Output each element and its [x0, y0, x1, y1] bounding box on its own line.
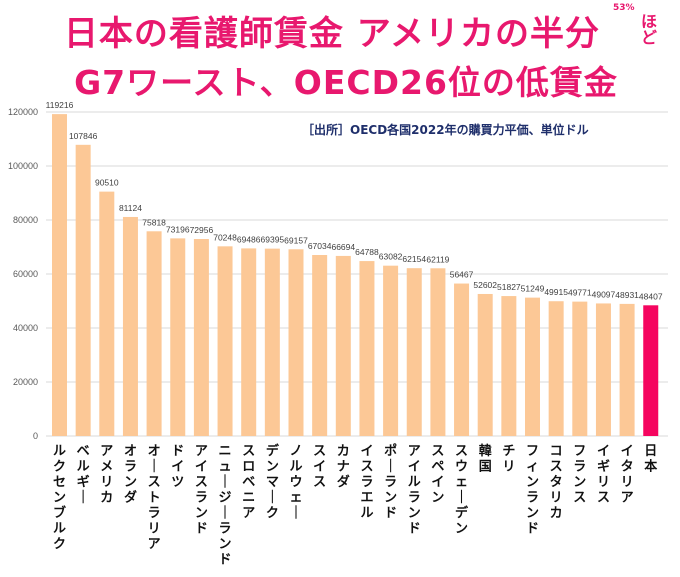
- value-label: 62119: [426, 254, 449, 264]
- value-label: 107846: [69, 131, 98, 141]
- x-category-label: ニュ｜ジ｜ランド: [219, 444, 232, 568]
- x-category-label: フランス: [573, 444, 586, 506]
- bar-4: [122, 216, 138, 436]
- bar-26: [643, 305, 659, 436]
- x-category-label: コスタリカ: [550, 444, 563, 521]
- y-tick-label: 80000: [13, 215, 38, 225]
- bar-18: [454, 283, 470, 436]
- bar-11: [288, 249, 304, 436]
- y-axis: 0 20000 40000 60000 80000 100000 120000: [8, 107, 38, 441]
- y-tick-label: 40000: [13, 323, 38, 333]
- x-category-label: スウェ｜デン: [455, 444, 469, 537]
- bar-3: [99, 191, 115, 436]
- value-label: 48931: [615, 290, 639, 300]
- value-label: 69395: [261, 235, 285, 245]
- bar-14: [359, 261, 375, 436]
- value-label: 69486: [237, 234, 261, 244]
- bar-23: [572, 301, 588, 436]
- bar-16: [406, 268, 422, 436]
- x-category-label: オランダ: [124, 444, 137, 506]
- value-label: 70248: [213, 232, 237, 242]
- bar-7: [193, 239, 209, 436]
- x-category-label: ポ｜ランド: [384, 443, 397, 521]
- x-category-label: ノルウェ｜: [289, 444, 302, 521]
- y-tick-label: 100000: [8, 161, 38, 171]
- x-category-label: アイルランド: [408, 444, 421, 537]
- x-category-label: 日本: [644, 444, 657, 475]
- x-category-label: チリ: [502, 444, 515, 475]
- x-category-label: ベルギ｜: [77, 444, 90, 506]
- bar-8: [217, 246, 233, 436]
- x-category-label: オ｜ストラリア: [148, 444, 161, 552]
- value-label: 66694: [331, 242, 355, 252]
- x-category-label: スペイン: [431, 444, 444, 506]
- bar-5: [146, 231, 162, 436]
- bar-21: [525, 297, 540, 436]
- bar-20: [501, 296, 517, 436]
- title-suffix: ほど: [641, 12, 658, 47]
- bar-9: [241, 248, 257, 436]
- x-category-label: デンマ｜ク: [266, 443, 280, 521]
- bar-1: [52, 114, 67, 437]
- value-label: 52602: [473, 280, 497, 290]
- chart-title-line2: G7ワースト、OECD26位の低賃金: [74, 63, 618, 102]
- y-tick-label: 0: [33, 431, 38, 441]
- value-label: 49915: [544, 287, 568, 297]
- value-label: 49771: [568, 288, 592, 298]
- bar-6: [170, 238, 186, 436]
- x-category-label: イギリス: [597, 444, 610, 506]
- bar-10: [264, 248, 280, 436]
- chart-title-line1: 日本の看護師賃金 アメリカの半分: [0, 6, 672, 55]
- value-label: 119216: [46, 100, 74, 110]
- bar-17: [430, 268, 446, 436]
- bar-13: [335, 255, 351, 436]
- y-tick-label: 20000: [13, 377, 38, 387]
- x-category-label: 韓国: [479, 443, 492, 475]
- x-category-label: ルクセンブルク: [53, 444, 66, 552]
- x-category-label: アメリカ: [100, 444, 113, 506]
- value-label: 51827: [497, 282, 521, 292]
- value-label: 51249: [521, 284, 545, 294]
- x-category-label: ドイツ: [171, 444, 184, 490]
- value-label: 67034: [308, 241, 332, 251]
- value-label: 69157: [284, 235, 308, 245]
- x-category-label: カナダ: [337, 444, 350, 490]
- value-label: 64788: [355, 247, 379, 257]
- x-category-label: イスラエル: [360, 444, 373, 521]
- value-label: 48407: [639, 291, 663, 301]
- x-category-label: アイスランド: [195, 444, 208, 537]
- y-tick-label: 120000: [8, 107, 38, 117]
- value-label: 63082: [379, 252, 403, 262]
- x-category-label: スロベニア: [242, 444, 255, 521]
- x-category-label: フィンランド: [526, 444, 539, 537]
- y-tick-label: 60000: [13, 269, 38, 279]
- value-label: 49097: [592, 289, 616, 299]
- value-label: 56467: [450, 270, 474, 280]
- value-label: 81124: [119, 203, 142, 213]
- value-label: 90510: [95, 178, 119, 188]
- value-label: 72956: [190, 225, 214, 235]
- bar-24: [595, 303, 611, 436]
- value-label: 62154: [402, 254, 426, 264]
- value-label: 75818: [142, 217, 166, 227]
- title-superscript-percent: 53%: [613, 3, 635, 13]
- title-main-text: 日本の看護師賃金 アメリカの半分: [63, 14, 601, 54]
- x-category-label: スイス: [313, 444, 326, 490]
- x-category-label: イタリア: [621, 444, 634, 506]
- bar-19: [477, 293, 493, 436]
- bar-25: [619, 303, 635, 436]
- source-note: ［出所］OECD各国2022年の購買力平価、単位ドル: [302, 123, 589, 137]
- bar-12: [312, 255, 328, 436]
- bar-22: [548, 301, 564, 436]
- value-label: 73196: [166, 224, 190, 234]
- bar-2: [75, 144, 91, 436]
- bars: [52, 114, 659, 437]
- bar-15: [383, 265, 399, 436]
